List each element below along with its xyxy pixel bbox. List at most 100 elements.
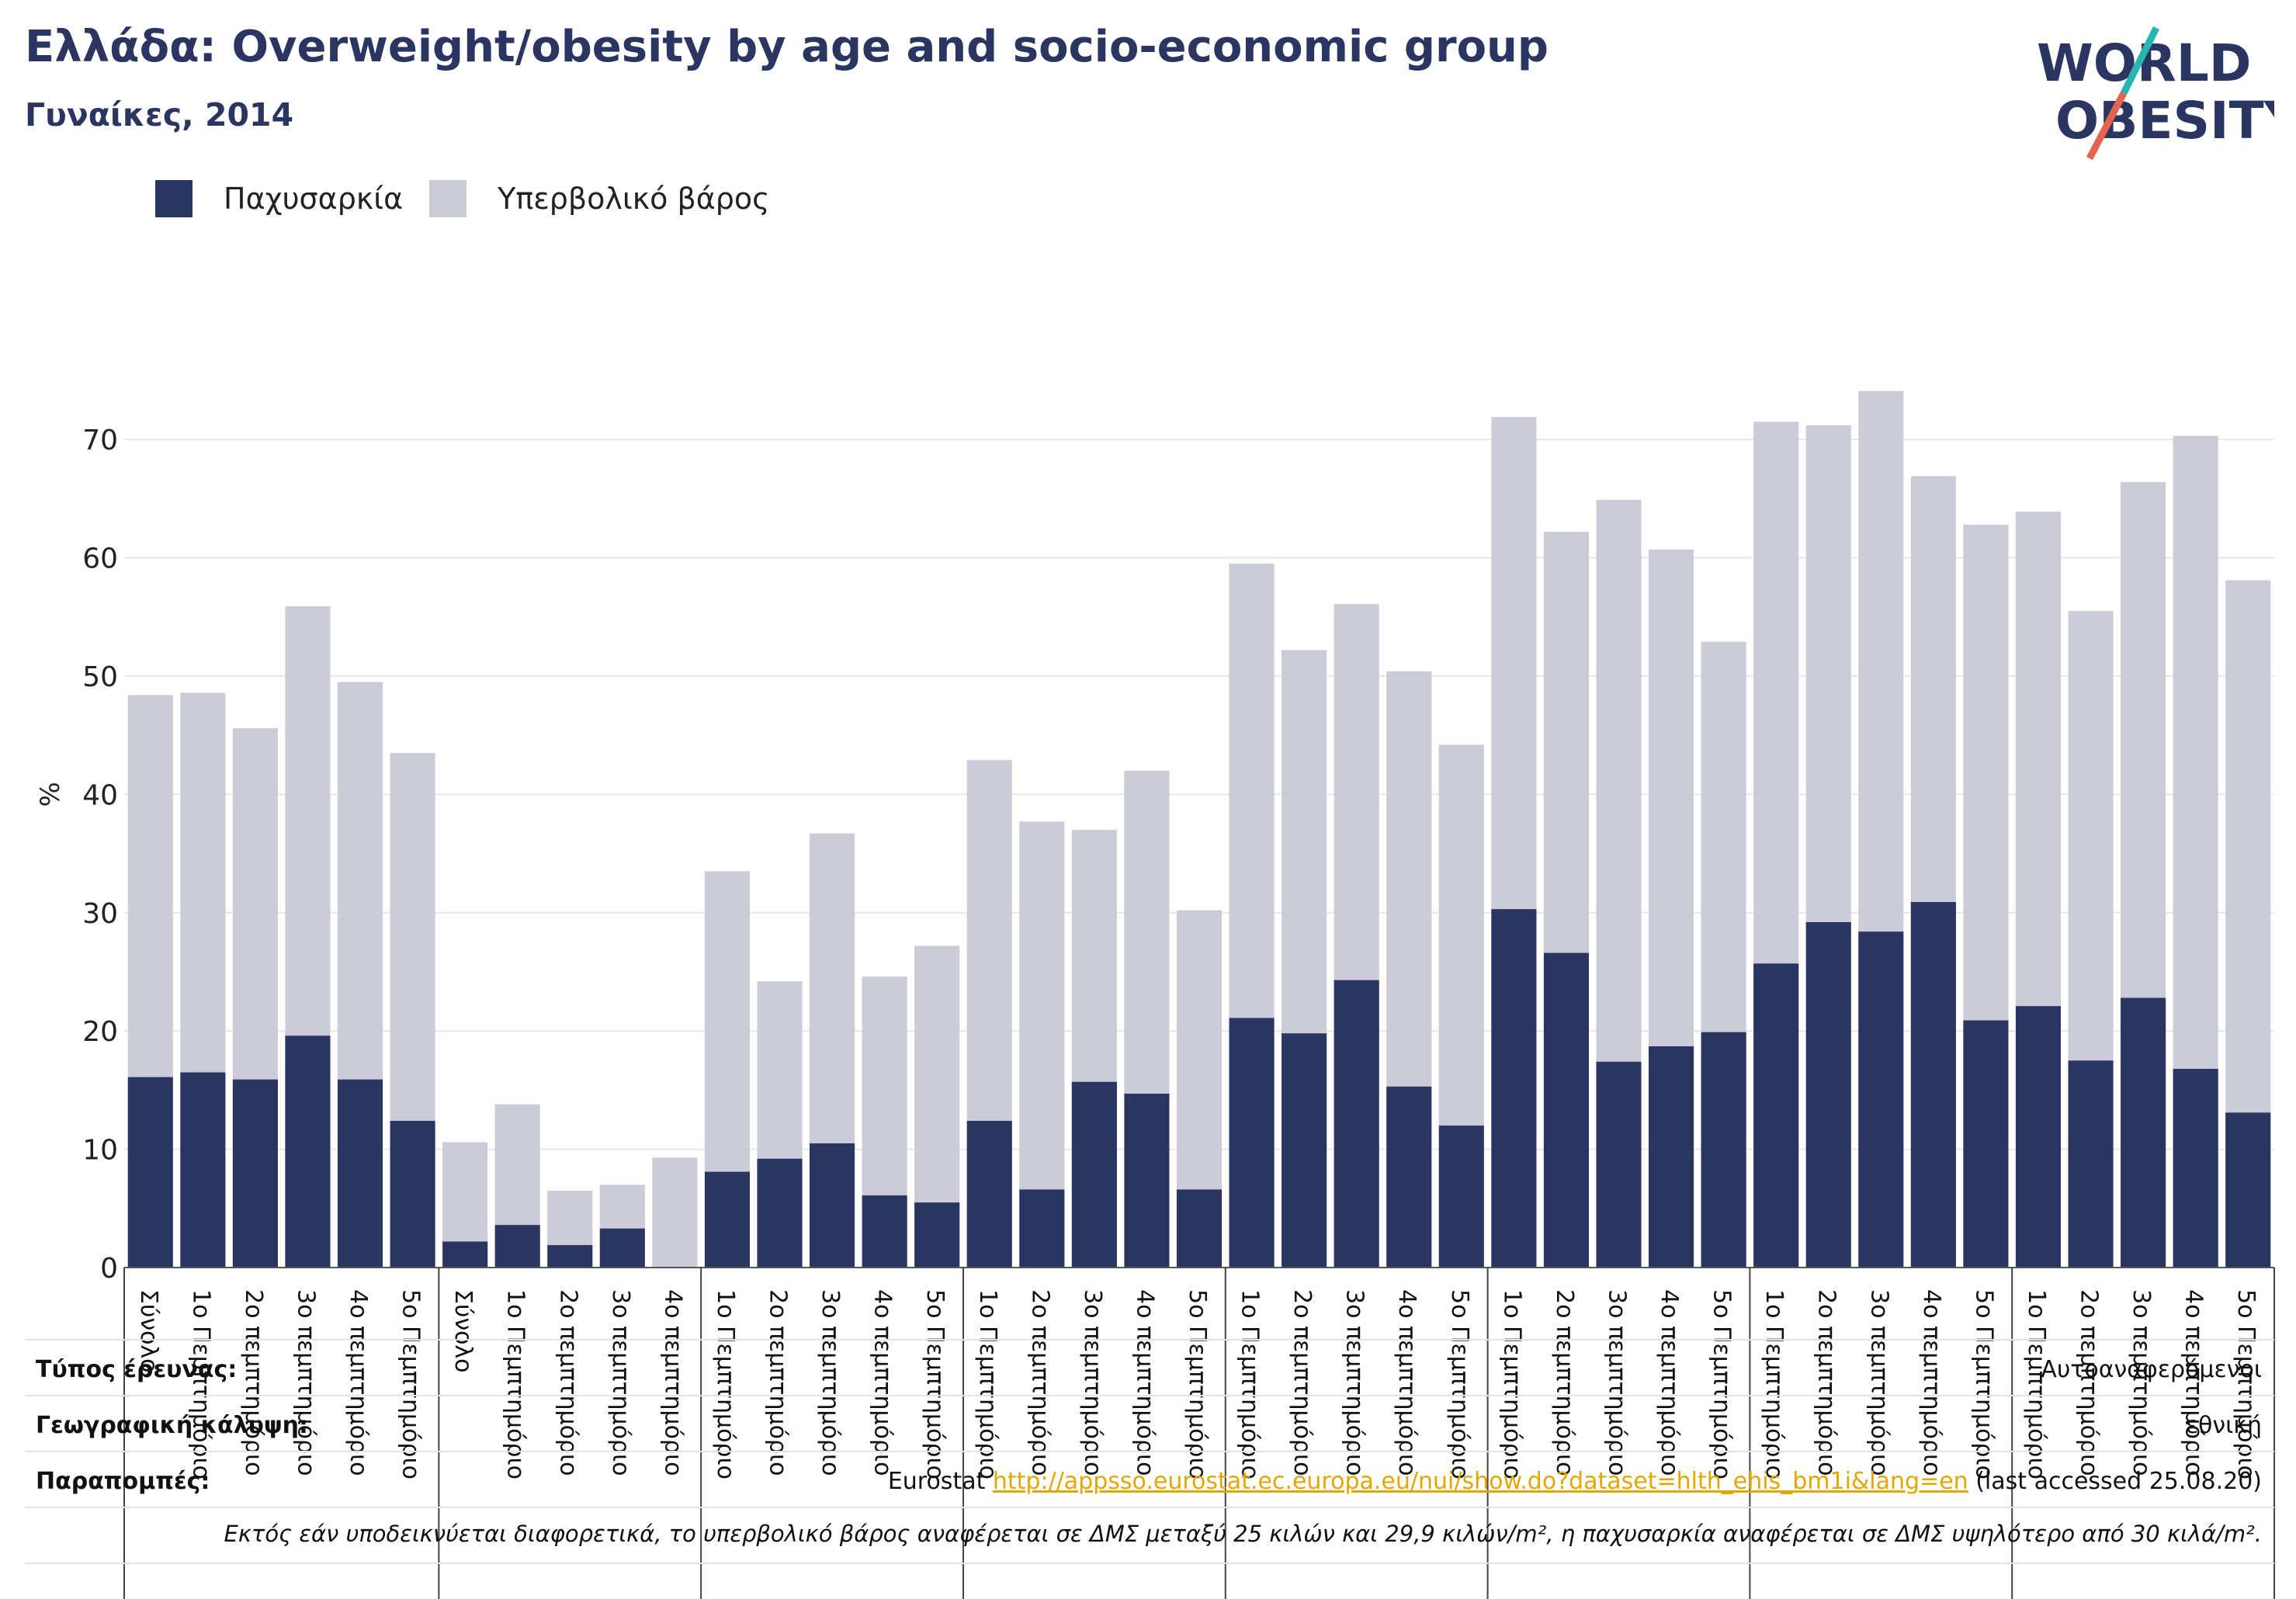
bar-obesity: [1229, 1018, 1275, 1268]
logo-slash-top: [2120, 26, 2160, 95]
x-tick-label: 1ο Πεμπτημόριο: [1498, 1289, 1525, 1479]
bar-obesity: [1701, 1032, 1746, 1268]
definition-note: Εκτός εάν υποδεικνύεται διαφορετικά, το …: [224, 1521, 2263, 1547]
y-tick-label: 0: [100, 1253, 118, 1285]
bar-obesity: [390, 1121, 435, 1268]
x-tick-label: 5ο Πεμπτημόριο: [1446, 1289, 1473, 1479]
x-tick-label: 3ο πεμπτημόριο: [2128, 1289, 2155, 1476]
bar-obesity: [1124, 1093, 1170, 1268]
x-tick-label: 5ο Πεμπτημόριο: [1184, 1289, 1211, 1479]
bar-obesity: [494, 1225, 540, 1268]
legend-swatch-overweight: [429, 180, 467, 217]
references-value: Eurostat http://appsso.eurostat.ec.europ…: [888, 1468, 2262, 1495]
bar-obesity: [1491, 909, 1537, 1268]
bar-obesity: [599, 1228, 645, 1268]
bar-obesity: [2121, 997, 2166, 1268]
bar-obesity: [1858, 931, 1904, 1268]
bar-obesity: [1386, 1086, 1432, 1268]
x-tick-label: 4ο πεμπτημόριο: [659, 1289, 686, 1476]
bar-obesity: [1805, 921, 1851, 1268]
bar-obesity: [1019, 1189, 1065, 1268]
x-tick-label: 2ο πεμπτημόριο: [765, 1289, 792, 1476]
x-tick-label: 4ο πεμπτημόριο: [1393, 1289, 1420, 1476]
x-tick-label: 2ο πεμπτημόριο: [240, 1289, 267, 1476]
survey-type-value: Αυτοαναφερόμενοι: [2041, 1356, 2262, 1383]
x-tick-label: 5ο Πεμπτημόριο: [397, 1289, 425, 1479]
bar-obesity: [337, 1079, 383, 1268]
bar-obesity: [1543, 952, 1589, 1268]
x-tick-label: 5ο Πεμπτημόριο: [2232, 1289, 2260, 1479]
y-tick-label: 20: [82, 1016, 118, 1048]
chart-title: Ελλάδα: Overweight/obesity by age and so…: [25, 22, 1549, 72]
bar-overweight: [652, 1157, 698, 1268]
bar-obesity: [966, 1121, 1012, 1268]
legend-item-overweight[interactable]: Υπερβολικό βάρος: [429, 180, 769, 217]
y-tick-label: 70: [82, 425, 118, 456]
x-tick-label: 3ο πεμπτημόριο: [292, 1289, 319, 1476]
bar-obesity: [285, 1035, 331, 1268]
bar-obesity: [757, 1158, 803, 1268]
legend: Παχυσαρκία Υπερβολικό βάρος: [155, 180, 796, 217]
y-tick-label: 60: [82, 543, 118, 575]
x-tick-label: 1ο Πεμπτημόριο: [1236, 1289, 1264, 1479]
bar-obesity: [862, 1195, 907, 1268]
bar-obesity: [1438, 1126, 1484, 1268]
bar-obesity: [232, 1079, 278, 1268]
bar-obesity: [1282, 1033, 1327, 1268]
logo-word-2: OBESITY: [2055, 91, 2274, 151]
x-tick-label: 1ο Πεμπτημόριο: [502, 1289, 529, 1479]
x-tick-label: 1ο Πεμπτημόριο: [2023, 1289, 2050, 1479]
world-obesity-logo: WORLD OBESITY: [2037, 26, 2274, 161]
x-tick-label: 2ο πεμπτημόριο: [1551, 1289, 1578, 1476]
x-tick-label: 4ο πεμπτημόριο: [1656, 1289, 1683, 1476]
x-tick-label: 2ο πεμπτημόριο: [1026, 1289, 1053, 1476]
legend-label-obesity: Παχυσαρκία: [224, 182, 404, 216]
x-tick-label: 5ο Πεμπτημόριο: [921, 1289, 949, 1479]
x-tick-label: 4ο πεμπτημόριο: [1131, 1289, 1158, 1476]
x-tick-label: 3ο πεμπτημόριο: [1079, 1289, 1106, 1476]
chart-subtitle: Γυναίκες, 2014: [25, 96, 294, 134]
legend-item-obesity[interactable]: Παχυσαρκία: [155, 180, 403, 217]
y-tick-label: 10: [82, 1135, 118, 1167]
bar-obesity: [1071, 1081, 1117, 1268]
legend-swatch-obesity: [155, 180, 192, 217]
y-tick-label: 40: [82, 779, 118, 811]
x-tick-label: 1ο Πεμπτημόριο: [187, 1289, 214, 1479]
x-tick-label: 2ο πεμπτημόριο: [1288, 1289, 1316, 1476]
x-tick-label: 1ο Πεμπτημόριο: [1760, 1289, 1788, 1479]
bar-obesity: [2015, 1006, 2062, 1268]
x-tick-label: 4ο πεμπτημόριο: [1918, 1289, 1945, 1476]
survey-type-label: Τύπος έρευνας:: [36, 1356, 237, 1383]
references-link[interactable]: http://appsso.eurostat.ec.europa.eu/nui/…: [993, 1468, 1968, 1495]
bar-obesity: [2173, 1068, 2218, 1268]
bar-obesity: [1963, 1020, 2009, 1268]
x-tick-label: 3ο πεμπτημόριο: [1865, 1289, 1892, 1476]
x-tick-label: Σύνολο: [135, 1289, 162, 1373]
bar-obesity: [2068, 1060, 2114, 1268]
x-tick-label: 3ο πεμπτημόριο: [1341, 1289, 1368, 1476]
x-tick-label: 4ο πεμπτημόριο: [869, 1289, 897, 1476]
references-source: Eurostat: [888, 1468, 993, 1495]
x-tick-label: 3ο πεμπτημόριο: [1603, 1289, 1630, 1476]
x-tick-label: 3ο πεμπτημόριο: [817, 1289, 844, 1476]
bar-obesity: [2225, 1112, 2271, 1268]
bar-obesity: [1753, 963, 1799, 1268]
bar-obesity: [1910, 902, 1956, 1268]
y-tick-label: 50: [82, 661, 118, 693]
bar-obesity: [1596, 1061, 1642, 1268]
x-tick-label: 1ο Πεμπτημόριο: [974, 1289, 1001, 1479]
x-tick-label: 2ο πεμπτημόριο: [554, 1289, 581, 1476]
bar-obesity: [914, 1202, 960, 1268]
x-tick-label: 5ο Πεμπτημόριο: [1970, 1289, 1997, 1479]
x-tick-label: 1ο Πεμπτημόριο: [712, 1289, 739, 1479]
x-tick-label: 3ο πεμπτημόριο: [607, 1289, 634, 1476]
logo-slash-bottom: [2086, 91, 2127, 161]
x-tick-label: 2ο πεμπτημόριο: [2076, 1289, 2103, 1476]
x-tick-label: 4ο πεμπτημόριο: [2180, 1289, 2208, 1476]
bar-obesity: [442, 1241, 488, 1268]
bar-obesity: [1648, 1046, 1694, 1268]
logo-word-1: WORLD: [2037, 33, 2252, 93]
x-tick-label: 2ο πεμπτημόριο: [1813, 1289, 1840, 1476]
coverage-value: εθνική: [2186, 1412, 2262, 1439]
